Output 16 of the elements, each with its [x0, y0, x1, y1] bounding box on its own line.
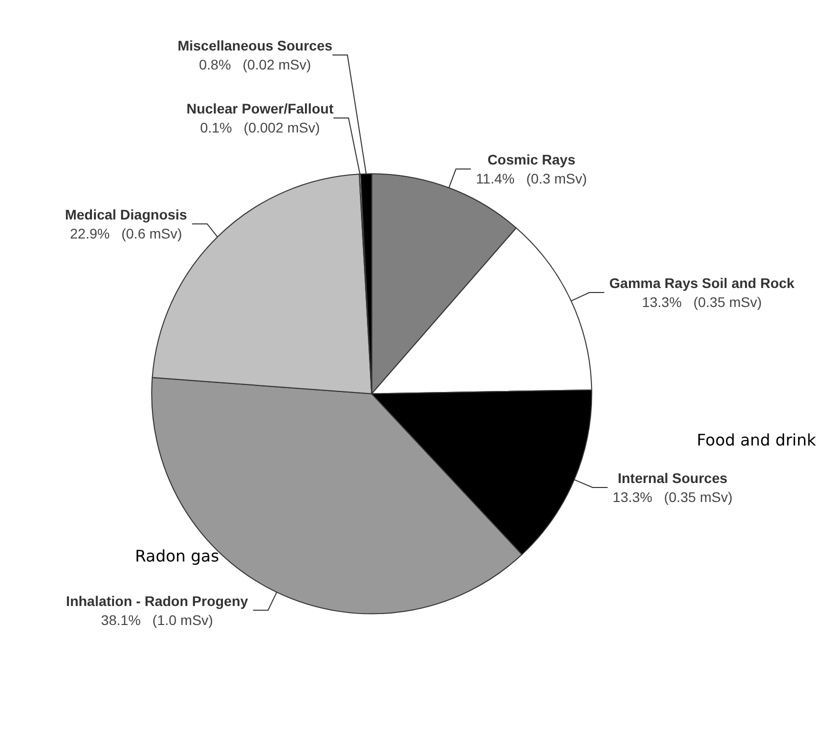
text: Radon gas — [135, 546, 220, 566]
slice-label: Nuclear Power/Fallout — [186, 100, 334, 116]
slice-label: Miscellaneous Sources — [178, 38, 333, 54]
data-label: 22.9% (0.6 mSv) — [70, 225, 182, 242]
slice-label: Medical Diagnosis — [64, 206, 188, 222]
data-label: 13.3% (0.35 mSv) — [642, 294, 762, 310]
data-label: 38.1% (1.0 mSv) — [101, 612, 214, 628]
text: Food and drink — [696, 430, 817, 450]
data-label: 11.4% (0.3 mSv) — [476, 170, 587, 187]
slice-label: Cosmic Rays — [487, 152, 576, 168]
slice-label: Inhalation - Radon Progeny — [66, 592, 248, 609]
slice-label: Gamma Rays Soil and Rock — [609, 275, 795, 292]
slice-label: Internal Sources — [618, 470, 728, 486]
data-label: 0.1% (0.002 mSv) — [200, 120, 320, 136]
data-label: 0.8% (0.02 mSv) — [198, 56, 312, 72]
data-label: 13.3% (0.35 mSv) — [612, 488, 732, 505]
